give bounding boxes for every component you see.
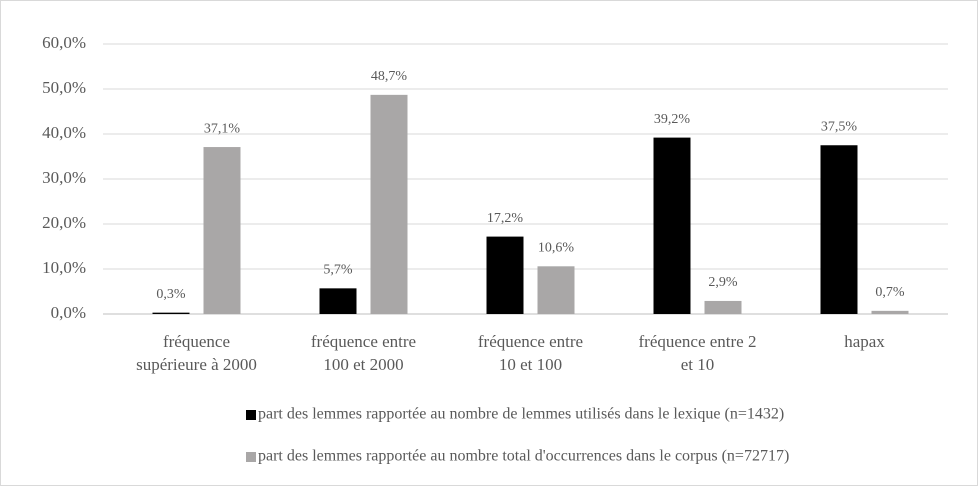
bar [820,145,858,314]
data-label: 2,9% [708,275,738,290]
bar [871,310,909,314]
x-tick-label: fréquence [163,332,230,351]
data-label: 5,7% [323,263,353,278]
data-label: 48,7% [371,69,408,84]
x-tick-label: 100 et 2000 [323,355,403,374]
bar [152,312,190,314]
x-tick-label: 10 et 100 [499,355,562,374]
bar [537,266,575,314]
y-tick-label: 50,0% [42,78,86,97]
y-tick-label: 30,0% [42,168,86,187]
x-tick-label: fréquence entre [478,332,583,351]
x-tick-label: fréquence entre [311,332,416,351]
bar [704,300,742,314]
bar [486,236,524,314]
legend-label: part des lemmes rapportée au nombre de l… [258,406,784,423]
y-tick-label: 20,0% [42,213,86,232]
x-tick-label: et 10 [681,355,715,374]
y-tick-label: 10,0% [42,258,86,277]
legend-label: part des lemmes rapportée au nombre tota… [258,448,789,465]
y-tick-label: 60,0% [42,33,86,52]
bar [203,147,241,314]
data-label: 39,2% [654,112,691,127]
data-label: 37,5% [821,119,858,134]
bar [653,137,691,314]
x-tick-label: hapax [844,332,885,351]
y-tick-label: 0,0% [51,303,86,322]
bar [319,288,357,314]
legend-swatch [246,410,256,420]
data-label: 17,2% [487,211,524,226]
data-label: 0,3% [156,287,186,302]
y-tick-label: 40,0% [42,123,86,142]
x-tick-label: supérieure à 2000 [136,355,257,374]
data-label: 0,7% [875,285,905,300]
data-label: 37,1% [204,121,241,136]
bar [370,94,408,314]
x-tick-label: fréquence entre 2 [639,332,757,351]
legend-swatch [246,452,256,462]
data-label: 10,6% [538,241,575,256]
